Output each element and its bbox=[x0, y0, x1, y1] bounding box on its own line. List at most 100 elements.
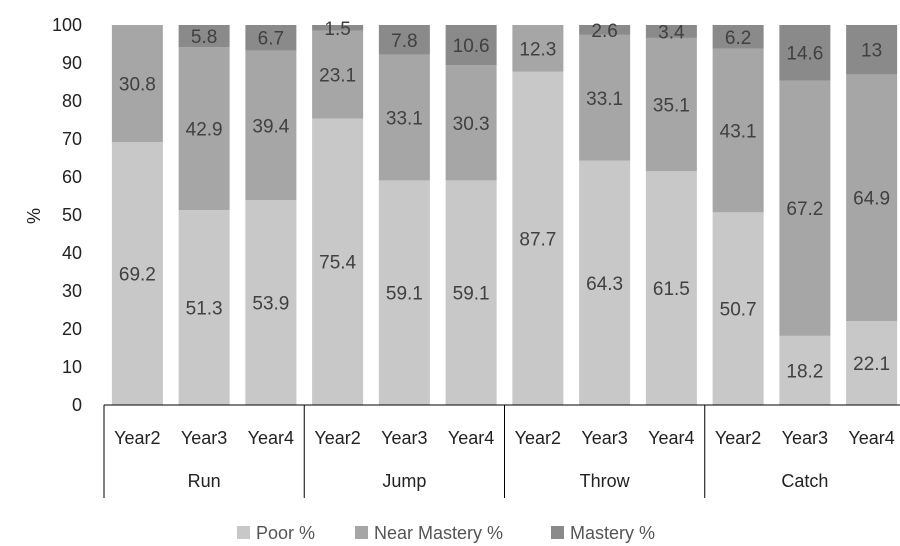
bar-value-label: 30.3 bbox=[453, 114, 490, 135]
bar-value-label: 12.3 bbox=[519, 39, 556, 60]
bar-value-label: 75.4 bbox=[319, 253, 356, 274]
bar-segment bbox=[111, 25, 163, 143]
y-axis: 0 10 20 30 40 50 60 70 80 90 100 bbox=[52, 15, 82, 415]
bar-value-label: 39.4 bbox=[252, 116, 289, 137]
group-label: Jump bbox=[382, 471, 426, 491]
y-tick-label: 0 bbox=[72, 395, 82, 415]
bar-value-label: 14.6 bbox=[786, 44, 823, 65]
bar-segment bbox=[779, 80, 831, 336]
bar-value-label: 18.2 bbox=[786, 361, 823, 382]
bar-segment bbox=[645, 25, 697, 38]
bar-value-label: 69.2 bbox=[119, 265, 156, 286]
y-tick-label: 10 bbox=[62, 357, 82, 377]
legend-label: Near Mastery % bbox=[374, 523, 503, 543]
bar-segment bbox=[846, 25, 898, 75]
legend: Poor % Near Mastery % Mastery % bbox=[237, 523, 655, 543]
x-tick-label: Year4 bbox=[248, 428, 294, 448]
x-tick-label: Year3 bbox=[782, 428, 828, 448]
y-tick-label: 60 bbox=[62, 167, 82, 187]
x-tick-label: Year2 bbox=[715, 428, 761, 448]
bar-value-label: 87.7 bbox=[519, 229, 556, 250]
bar-segment bbox=[245, 50, 297, 201]
y-tick-label: 100 bbox=[52, 15, 82, 35]
bar-segment bbox=[712, 212, 764, 405]
x-tick-label: Year2 bbox=[515, 428, 561, 448]
bar-value-label: 23.1 bbox=[319, 66, 356, 87]
bar-value-label: 6.7 bbox=[258, 29, 284, 50]
legend-swatch bbox=[551, 526, 564, 539]
x-axis: Year2 Year3 Year4 Year2 Year3 Year4 Year2 Year3… bbox=[103, 404, 900, 498]
bar-segment bbox=[712, 25, 764, 49]
bar-segment bbox=[445, 25, 497, 66]
bar-value-label: 33.1 bbox=[386, 109, 423, 130]
bar-segment bbox=[579, 25, 631, 35]
group-label: Run bbox=[188, 471, 221, 491]
y-tick-label: 90 bbox=[62, 53, 82, 73]
bar-segment bbox=[579, 160, 631, 405]
bar-value-label: 2.6 bbox=[591, 21, 617, 42]
bar-segment bbox=[712, 48, 764, 213]
bar-value-label: 64.9 bbox=[853, 189, 890, 210]
bar-value-label: 10.6 bbox=[453, 36, 490, 57]
bar-value-label: 42.9 bbox=[186, 120, 223, 141]
legend-label: Poor % bbox=[256, 523, 315, 543]
bar-segment bbox=[312, 30, 364, 119]
x-tick-label: Year4 bbox=[448, 428, 494, 448]
bar-segment bbox=[512, 71, 564, 406]
bar-value-label: 22.1 bbox=[853, 354, 890, 375]
y-axis-label: % bbox=[24, 208, 44, 224]
bar-value-label: 5.8 bbox=[191, 27, 217, 48]
bar-value-label: 50.7 bbox=[720, 300, 757, 321]
bars: 69.2 30.8 51.3 42.9 5.8 53.9 39.4 6.7 75.4 23.1 1.… bbox=[111, 19, 898, 406]
legend-label: Mastery % bbox=[570, 523, 655, 543]
y-tick-label: 70 bbox=[62, 129, 82, 149]
x-tick-label: Year4 bbox=[648, 428, 694, 448]
bar-value-label: 7.8 bbox=[391, 31, 417, 52]
bar-value-label: 61.5 bbox=[653, 279, 690, 300]
y-tick-label: 80 bbox=[62, 91, 82, 111]
bar-segment bbox=[779, 335, 831, 405]
legend-swatch bbox=[355, 526, 368, 539]
x-tick-label: Year3 bbox=[181, 428, 227, 448]
x-tick-label: Year3 bbox=[581, 428, 627, 448]
x-tick-label: Year2 bbox=[314, 428, 360, 448]
bar-segment bbox=[178, 210, 230, 405]
bar-segment bbox=[178, 25, 230, 48]
bar-segment bbox=[779, 25, 831, 81]
bar-value-label: 53.9 bbox=[252, 294, 289, 315]
x-tick-label: Year3 bbox=[381, 428, 427, 448]
group-label: Throw bbox=[580, 471, 631, 491]
bar-segment bbox=[312, 25, 364, 31]
bar-value-label: 67.2 bbox=[786, 199, 823, 220]
bar-segment bbox=[111, 142, 163, 406]
bar-value-label: 59.1 bbox=[386, 284, 423, 305]
bar-segment bbox=[846, 74, 898, 322]
bar-value-label: 30.8 bbox=[119, 75, 156, 96]
group-label: Catch bbox=[781, 471, 828, 491]
bar-segment bbox=[378, 180, 430, 405]
bar-value-label: 35.1 bbox=[653, 96, 690, 117]
bar-value-label: 64.3 bbox=[586, 274, 623, 295]
bar-segment bbox=[178, 47, 230, 211]
bar-segment bbox=[445, 65, 497, 181]
y-tick-label: 50 bbox=[62, 205, 82, 225]
x-tick-label: Year4 bbox=[848, 428, 894, 448]
bar-segment bbox=[846, 321, 898, 405]
bar-segment bbox=[445, 180, 497, 405]
bar-segment bbox=[645, 171, 697, 405]
bar-value-label: 6.2 bbox=[725, 28, 751, 49]
bar-segment bbox=[645, 37, 697, 172]
bar-segment bbox=[378, 25, 430, 55]
bar-value-label: 59.1 bbox=[453, 284, 490, 305]
bar-value-label: 1.5 bbox=[324, 19, 350, 40]
y-tick-label: 40 bbox=[62, 243, 82, 263]
bar-segment bbox=[512, 25, 564, 72]
legend-swatch bbox=[237, 526, 250, 539]
bar-value-label: 33.1 bbox=[586, 89, 623, 110]
bar-segment bbox=[312, 118, 364, 405]
bar-value-label: 3.4 bbox=[658, 22, 685, 43]
bar-segment bbox=[579, 34, 631, 161]
bar-segment bbox=[245, 25, 297, 51]
x-tick-label: Year2 bbox=[114, 428, 160, 448]
